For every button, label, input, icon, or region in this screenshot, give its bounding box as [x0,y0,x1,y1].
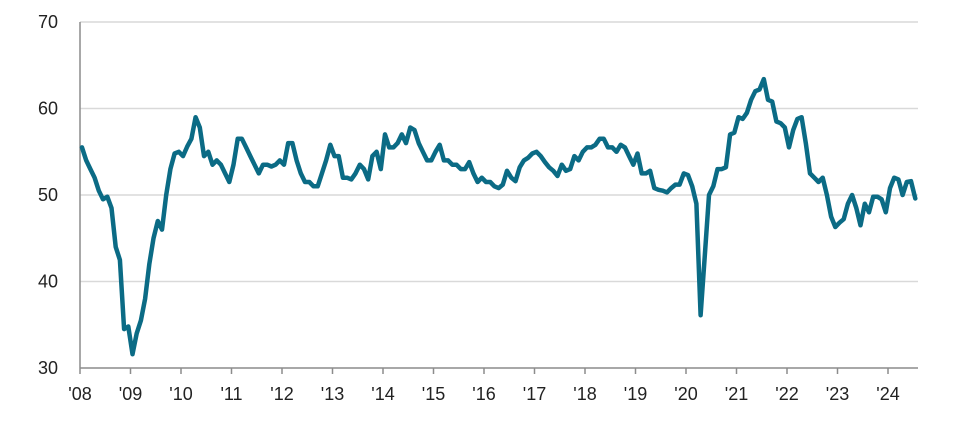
x-tick-label: '16 [472,384,495,404]
gridlines [80,21,918,283]
x-tick-label: '22 [775,384,798,404]
x-tick-label: '23 [826,384,849,404]
x-tick-label: '14 [371,384,394,404]
x-tick-label: '18 [573,384,596,404]
x-tick-label: '15 [422,384,445,404]
x-tick-label: '12 [270,384,293,404]
x-tick-label: '20 [674,384,697,404]
y-tick-label: 70 [38,12,58,32]
series-line [79,76,918,357]
x-tick-label: '19 [624,384,647,404]
x-tick-label: '08 [68,384,91,404]
y-tick-label: 60 [38,99,58,119]
x-tick-label: '10 [169,384,192,404]
x-tick-label: '24 [876,384,899,404]
x-tick-label: '11 [220,384,242,404]
x-tick-label: '09 [119,384,142,404]
x-axis-ticks: '08 '09 '10 '11 '12 '13 '14 '15 '16 '17 '18 '19 '20 '… [68,368,900,404]
x-tick-label: '13 [321,384,344,404]
y-tick-label: 50 [38,185,58,205]
y-axis-tick-labels: 30 40 50 60 70 [38,12,58,378]
x-tick-label: '21 [725,384,748,404]
x-tick-label: '17 [523,384,546,404]
y-tick-label: 30 [38,358,58,378]
y-tick-label: 40 [38,272,58,292]
